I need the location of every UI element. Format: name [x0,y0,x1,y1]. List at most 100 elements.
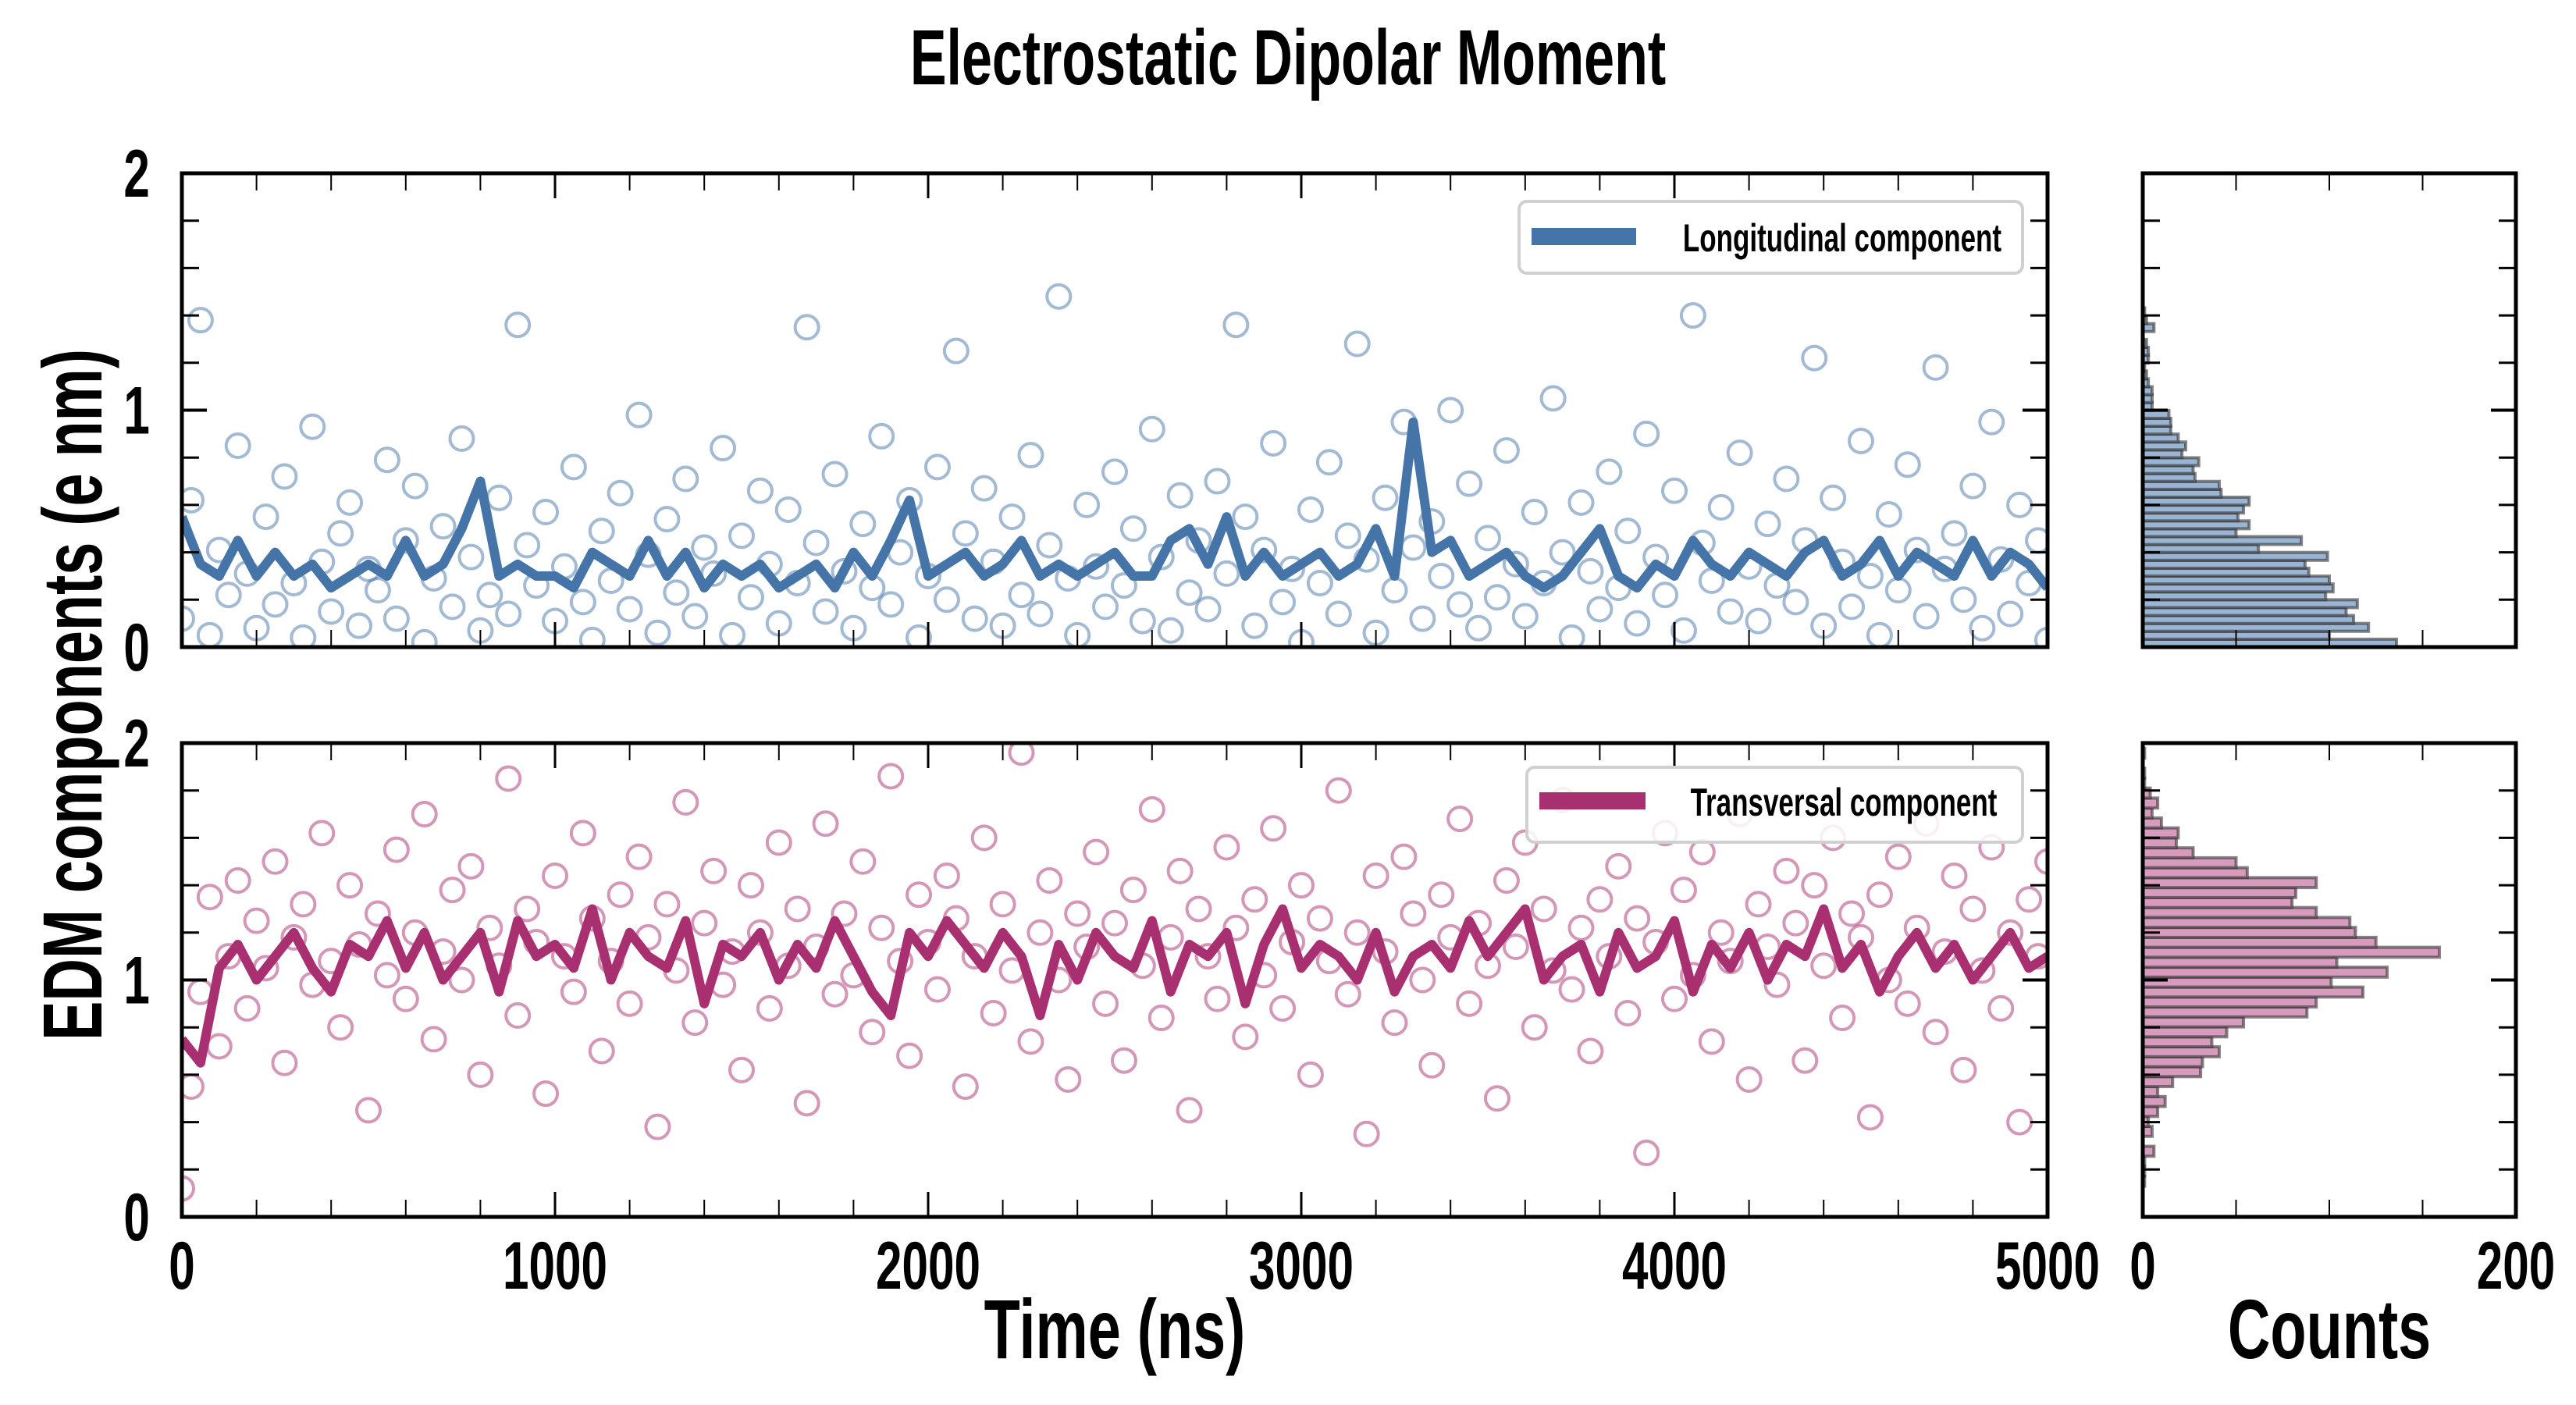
scatter-point [1101,909,1128,937]
scatter-point [280,923,308,951]
scatter-point [1894,990,1921,1017]
scatter-point [1036,867,1063,895]
scatter-point [588,1037,615,1065]
scatter-point [1801,344,1828,372]
scatter-point [401,472,429,500]
scatter-point [653,891,681,918]
scatter-point [1260,429,1287,457]
scatter-point [1343,330,1371,357]
scatter-point [1922,354,1949,381]
scatter-point [542,862,568,889]
scatter-point [1334,522,1361,550]
scatter-point [1251,536,1278,564]
scatter-point [2034,848,2048,875]
histogram-longitudinal [2140,171,2518,649]
scatter-point [1400,900,1427,927]
scatter-point [1577,557,1604,585]
scatter-point [765,829,792,856]
scatter-point [1549,539,1576,566]
scatter-point [1698,1028,1725,1055]
scatter-point [2006,491,2033,518]
panel-transversal: 0 1 2 0 1000 2000 3000 4000 5000 [123,706,2100,1303]
histogram-transversal: 0 200 [2129,741,2555,1304]
scatter-point [1119,515,1147,542]
scatter-point [1092,593,1119,621]
scatter-point [429,513,457,540]
scatter-point [1959,895,1987,923]
scatter-point [1997,600,2024,628]
scatter-point [514,532,541,559]
scatter-point [1735,1065,1763,1093]
scatter-point [1493,867,1520,895]
scatter-point [906,881,933,909]
scatter-point [1829,1005,1856,1032]
scatter-point [700,857,728,884]
scatter-point [262,848,289,875]
scatter-point [1856,562,1884,589]
scatter-point [1465,614,1493,642]
legend-transversal: Transversal component [1525,766,2024,844]
scatter-point [849,510,877,538]
scatter-point [672,465,699,493]
scatter-point [1521,1014,1548,1041]
y-tick-label: 1 [123,943,149,1018]
scatter-point [607,881,634,909]
scatter-point [392,527,419,554]
scatter-point [1475,525,1501,552]
scatter-point [1726,439,1753,467]
scatter-point [1614,518,1642,545]
scatter-point [182,1175,195,1202]
scatter-point [1511,603,1539,630]
scatter-point [1213,560,1240,587]
scatter-point [737,872,764,899]
scatter-point [457,852,485,880]
scatter-point [1633,420,1660,447]
hist-x-axis-label: Counts [2228,1282,2431,1376]
scatter-point [196,621,223,647]
scatter-point [382,605,410,632]
y-tick-label: 2 [123,136,149,211]
scatter-point [663,579,690,606]
scatter-point [1679,302,1706,329]
scatter-point [1325,600,1352,628]
scatter-point [1428,881,1455,909]
scatter-point [737,584,764,611]
scatter-point [1521,499,1548,526]
scatter-point [327,1014,354,1041]
scatter-point [1138,415,1165,443]
scatter-point [532,499,560,526]
chart-title: Electrostatic Dipolar Moment [910,15,1666,101]
scatter-point [262,591,289,618]
scatter-point [831,557,858,585]
scatter-point [1194,596,1222,623]
scatter-point [495,600,522,628]
scatter-point [392,985,419,1012]
scatter-point [607,479,634,507]
scatter-point [868,914,895,941]
y-axis-label: EDM components (e nm) [26,349,119,1040]
scatter-points [182,283,2048,647]
scatter-point [560,454,587,481]
scatter-point [1176,1097,1203,1124]
scatter-point [653,506,681,533]
scatter-point [476,914,503,941]
scatter-point [382,836,410,863]
scatter-point [1773,465,1800,493]
scatter-point [821,461,849,488]
scatter-point [1269,589,1297,616]
scatter-point [1437,397,1464,424]
scatter-point [1119,877,1147,904]
scatter-point [1110,572,1137,599]
scatter-point [1483,584,1510,611]
scatter-point [1941,520,1968,547]
scatter-point [1950,1056,1977,1083]
scatter-point [1232,503,1259,531]
axes-frame [2140,171,2518,649]
scatter-point [970,824,998,852]
scatter-point [1409,966,1436,994]
scatter-point [187,307,214,334]
scatter-point [1782,909,1809,937]
scatter-point [1875,501,1902,528]
scatter-point [831,900,858,927]
scatter-point [1036,532,1063,559]
